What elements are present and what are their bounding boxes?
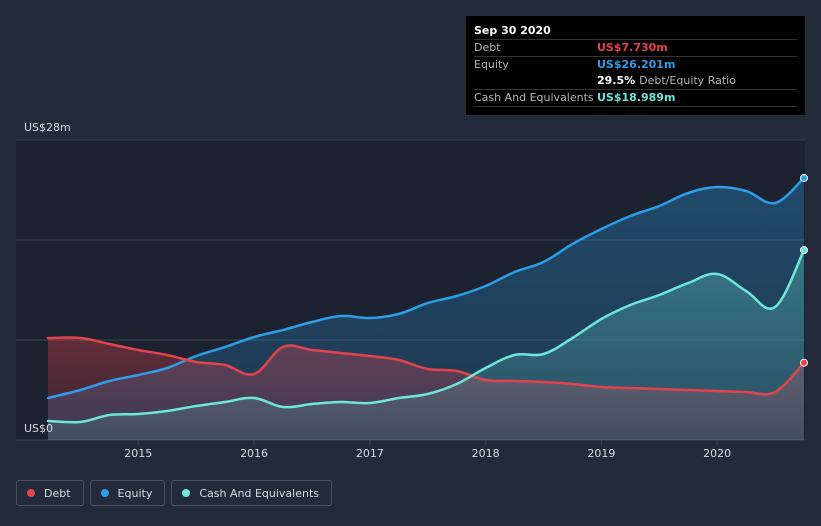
y-axis-zero-label: US$0 (24, 422, 53, 435)
tooltip-ratio-label: Debt/Equity Ratio (639, 74, 736, 87)
cash-end-point (800, 246, 808, 255)
tooltip-cash-value: US$18.989m (597, 91, 676, 104)
legend-item-debt[interactable]: Debt (16, 480, 84, 506)
equity-end-point (800, 173, 808, 182)
equity-dot-icon (100, 489, 109, 497)
y-axis-top-label: US$28m (24, 121, 71, 134)
tooltip-cash-label: Cash And Equivalents (474, 91, 594, 104)
tooltip-ratio-row: 29.5% Debt/Equity Ratio (474, 73, 797, 90)
x-tick-label: 2017 (356, 447, 384, 460)
tooltip-debt-row: Debt US$7.730m (474, 40, 797, 57)
tooltip-ratio-value: 29.5% (597, 74, 636, 87)
legend-debt-label: Debt (44, 486, 71, 500)
x-tick-label: 2020 (703, 447, 731, 460)
tooltip-date: Sep 30 2020 (474, 22, 797, 40)
legend-item-equity[interactable]: Equity (89, 480, 166, 506)
legend-equity-label: Equity (117, 486, 153, 500)
debt-end-point (800, 358, 808, 367)
x-tick-label: 2019 (587, 447, 615, 460)
tooltip-debt-label: Debt (474, 41, 501, 54)
cash-dot-icon (182, 489, 191, 497)
equity-line (46, 176, 806, 400)
x-tick-label: 2015 (124, 447, 152, 460)
chart-legend: Debt Equity Cash And Equivalents (16, 480, 338, 506)
cash-area (48, 250, 804, 440)
legend-item-cash[interactable]: Cash And Equivalents (171, 480, 332, 506)
tooltip-debt-value: US$7.730m (597, 41, 668, 54)
legend-cash-label: Cash And Equivalents (199, 486, 319, 500)
x-tick-label: 2018 (472, 447, 500, 460)
tooltip-equity-label: Equity (474, 58, 509, 71)
debt-line (46, 336, 806, 396)
tooltip: Sep 30 2020 Debt US$7.730m Equity US$26.… (466, 16, 805, 115)
tooltip-cash-row: Cash And Equivalents US$18.989m (474, 90, 797, 107)
x-tick-label: 2016 (240, 447, 268, 460)
tooltip-equity-row: Equity US$26.201m (474, 57, 797, 73)
tooltip-equity-value: US$26.201m (597, 58, 676, 71)
debt-dot-icon (27, 489, 35, 497)
cash-line (46, 248, 806, 424)
